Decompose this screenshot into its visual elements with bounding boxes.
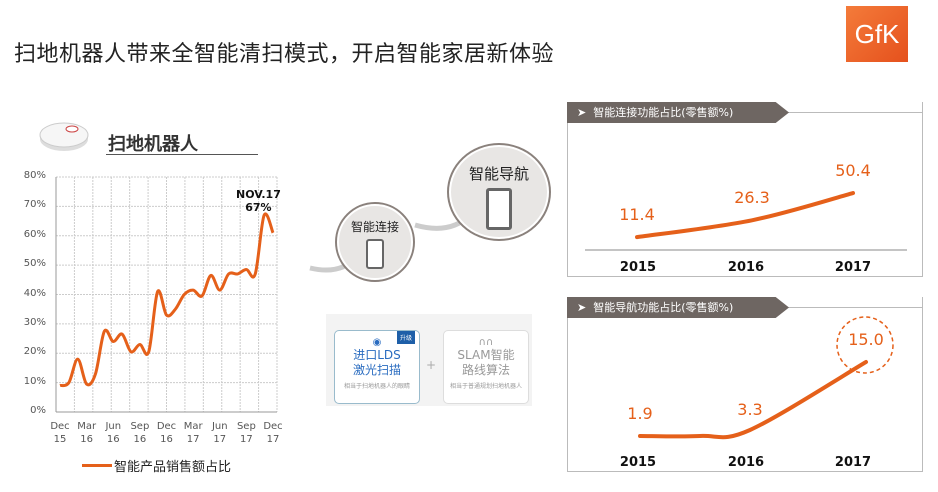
year-label: 2015 xyxy=(619,260,657,275)
x-tick-part: 16 xyxy=(80,434,93,445)
slam-line1: SLAM智能 xyxy=(457,348,515,362)
step-connect-label: 智能连接 xyxy=(350,220,399,234)
y-tick-label: 20% xyxy=(23,346,46,358)
chart-legend: 智能产品销售额占比 xyxy=(82,456,231,475)
highlight-circle xyxy=(836,316,894,374)
x-tick-part: 17 xyxy=(213,434,227,445)
lds-line2: 激光扫描 xyxy=(352,363,401,377)
year-label: 2016 xyxy=(727,455,765,470)
legend-label: 智能产品销售额占比 xyxy=(114,460,232,475)
y-tick-label: 0% xyxy=(30,405,46,416)
feature-slam: ∩∩ SLAM智能 路线算法 相当于普通规划扫地机器人 xyxy=(443,330,529,404)
upgrade-badge: 升级 xyxy=(396,331,415,344)
legend-swatch xyxy=(82,464,112,467)
lds-note: 相当于扫地机器人的眼睛 xyxy=(343,383,410,390)
x-tick-label: Mar 17 xyxy=(178,420,208,446)
year-label: 2017 xyxy=(834,260,872,275)
step-navigate-label: 智能导航 xyxy=(468,165,529,183)
year-label: 2016 xyxy=(727,260,765,275)
lds-line1: 进口LDS xyxy=(353,348,401,362)
x-tick-label: Jun 16 xyxy=(98,420,128,446)
phone-icon xyxy=(486,188,512,230)
x-tick-part: 16 xyxy=(133,434,147,445)
page-title: 扫地机器人带来全智能清扫模式，开启智能家居新体验 xyxy=(14,42,555,67)
value-label: 11.4 xyxy=(619,205,655,225)
x-tick-part: 17 xyxy=(186,434,200,445)
slam-note: 相当于普通规划扫地机器人 xyxy=(449,383,522,390)
value-label: 3.3 xyxy=(737,400,763,419)
x-tick-part: Mar xyxy=(183,421,203,432)
sales-share-line-chart xyxy=(55,176,278,413)
robot-vacuum-icon xyxy=(39,122,89,151)
x-tick-label: Dec 17 xyxy=(258,420,288,446)
x-tick-part: 17 xyxy=(266,434,280,445)
wave-icon: ∩∩ xyxy=(478,337,494,348)
y-tick-label: 30% xyxy=(23,316,46,328)
value-label: 26.3 xyxy=(734,188,770,208)
step-smart-connect: 智能连接 xyxy=(337,204,413,280)
x-tick-label: Sep 16 xyxy=(125,420,155,446)
peak-annotation: NOV.17 67% xyxy=(236,188,281,214)
series-line xyxy=(59,212,275,388)
x-tick-part: Dec xyxy=(156,421,177,432)
x-tick-part: 15 xyxy=(53,434,67,445)
value-label: 50.4 xyxy=(835,161,871,181)
peak-value: 67% xyxy=(245,201,272,214)
x-tick-part: Dec xyxy=(263,421,283,432)
y-tick-label: 10% xyxy=(23,375,46,387)
x-tick-part: 16 xyxy=(106,434,120,445)
x-tick-part: Sep xyxy=(130,421,150,432)
feature-panel: 升级 ◉ 进口LDS 激光扫描 相当于扫地机器人的眼睛 + ∩∩ SLAM智能 … xyxy=(326,314,532,406)
panel-header: ➤ 智能导航功能占比(零售额%) xyxy=(567,297,789,318)
value-label: 15.0 xyxy=(848,330,884,349)
x-tick-label: Dec 15 xyxy=(45,420,75,446)
year-label: 2015 xyxy=(619,455,657,470)
navigation-share-panel: ➤ 智能导航功能占比(零售额%) xyxy=(567,297,923,472)
feature-lds: 升级 ◉ 进口LDS 激光扫描 相当于扫地机器人的眼睛 xyxy=(334,330,420,404)
step-smart-navigation: 智能导航 xyxy=(449,145,549,239)
x-tick-label: Mar 16 xyxy=(72,420,102,446)
x-tick-label: Sep 17 xyxy=(231,420,261,446)
y-tick-label: 80% xyxy=(23,170,46,181)
panel-title: 智能连接功能占比(零售额%) xyxy=(593,106,734,119)
y-tick-label: 40% xyxy=(23,287,46,299)
x-tick-part: 16 xyxy=(160,434,173,445)
x-tick-label: Dec 16 xyxy=(152,420,182,446)
x-tick-part: Jun xyxy=(211,421,228,432)
eye-icon: ◉ xyxy=(372,337,382,348)
panel-title: 智能导航功能占比(零售额%) xyxy=(593,301,734,314)
value-label: 1.9 xyxy=(627,404,653,423)
x-tick-part: Sep xyxy=(236,421,256,432)
plus-sign: + xyxy=(426,358,437,372)
y-tick-label: 70% xyxy=(23,199,46,211)
y-tick-label: 50% xyxy=(23,258,46,270)
x-tick-part: Jun xyxy=(105,421,122,432)
phone-icon xyxy=(366,239,384,269)
robot-title: 扫地机器人 xyxy=(108,134,198,155)
slam-line2: 路线算法 xyxy=(461,363,510,377)
connect-share-panel: ➤ 智能连接功能占比(零售额%) xyxy=(567,102,923,277)
series-line xyxy=(638,360,868,440)
x-tick-part: Dec xyxy=(50,421,70,432)
x-tick-part: 17 xyxy=(240,434,253,445)
x-tick-label: Jun 17 xyxy=(205,420,235,446)
gfk-logo: GfK xyxy=(846,6,908,62)
x-tick-part: Mar xyxy=(77,421,97,432)
title-underline xyxy=(106,154,258,155)
peak-label: NOV.17 xyxy=(236,188,281,201)
year-label: 2017 xyxy=(834,455,872,470)
series-line xyxy=(635,191,855,240)
panel-header: ➤ 智能连接功能占比(零售额%) xyxy=(567,102,789,123)
y-tick-label: 60% xyxy=(23,228,46,240)
